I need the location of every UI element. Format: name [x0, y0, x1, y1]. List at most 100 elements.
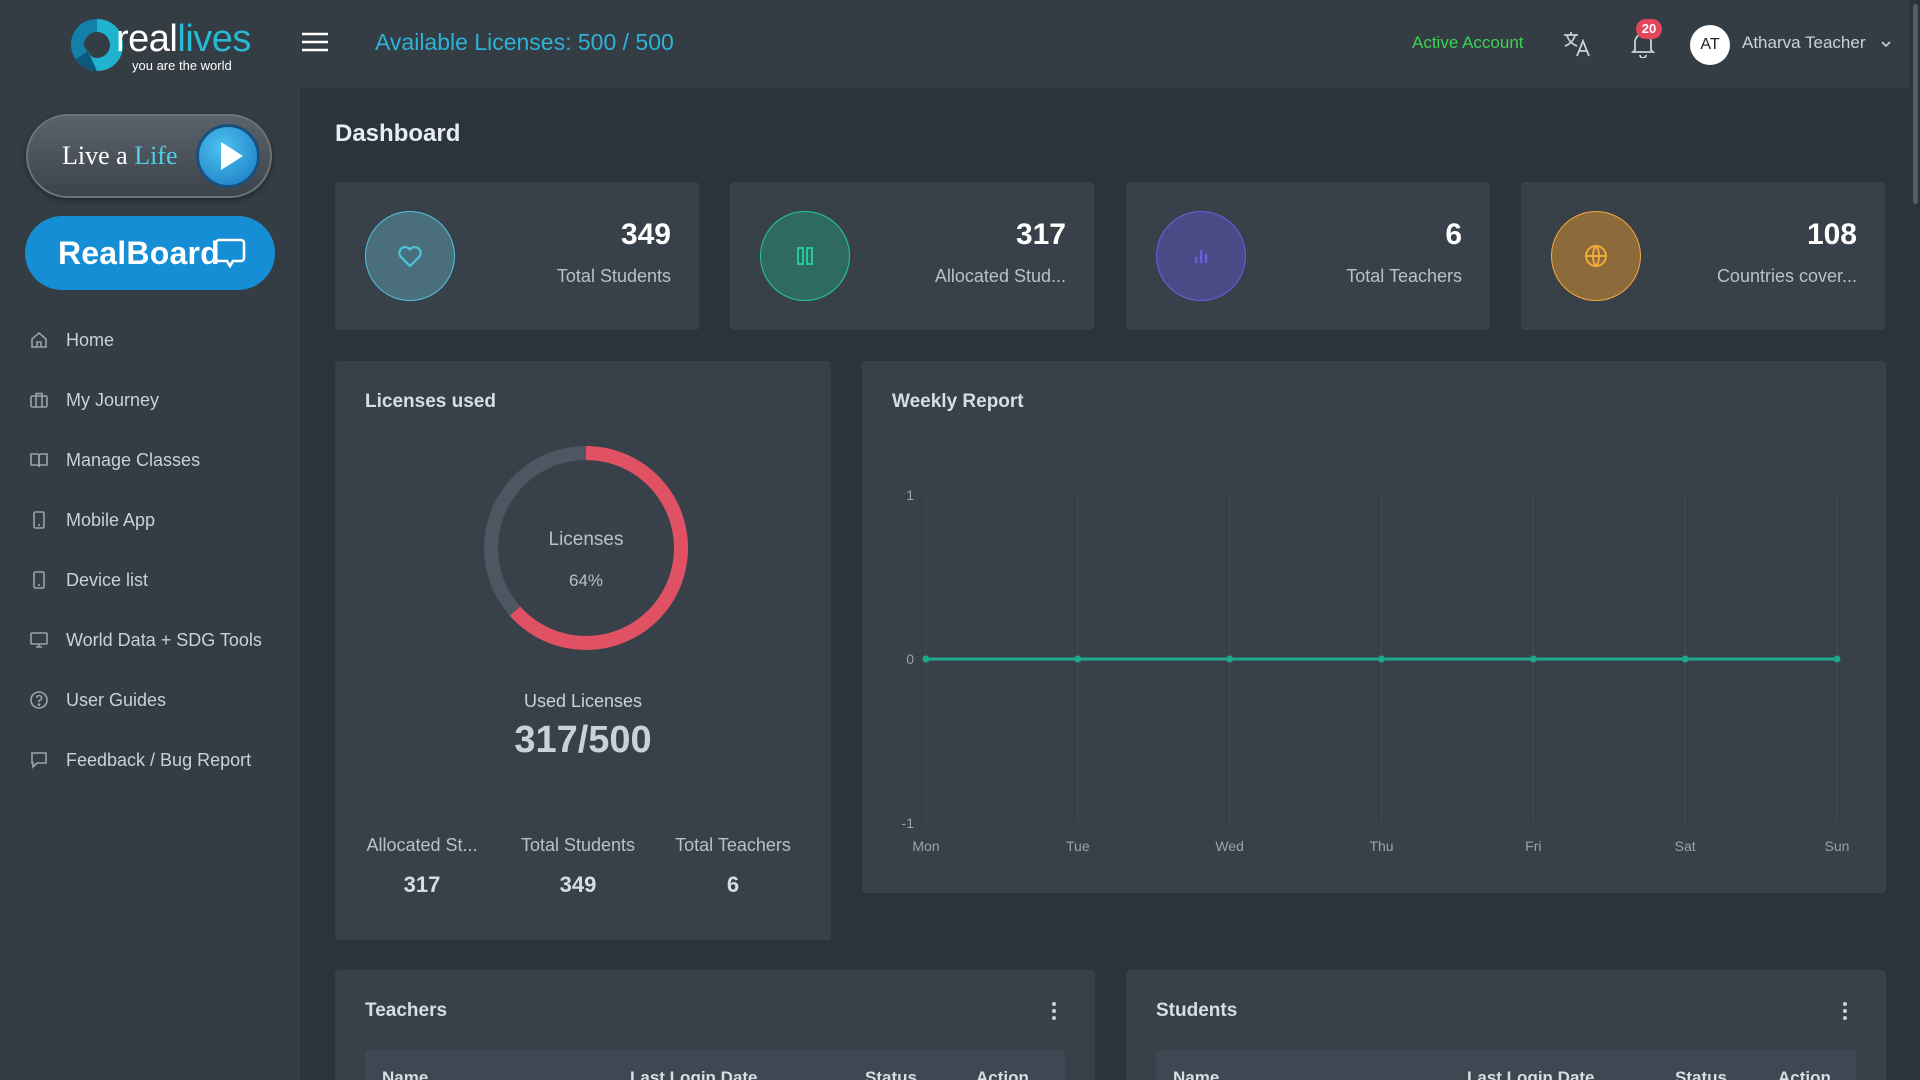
reallives-logo[interactable]: reallives you are the world: [68, 14, 251, 76]
realboard-button[interactable]: RealBoard: [25, 216, 275, 290]
license-summary-students: Total Students 349: [503, 835, 653, 898]
stat-label: Total Teachers: [1346, 266, 1462, 286]
user-name[interactable]: Atharva Teacher: [1742, 33, 1866, 52]
column-header-name[interactable]: Name: [382, 1068, 429, 1080]
weekly-report-panel: Weekly Report Mon Tue Wed Thu Fri Sat Sun 1 0 -1: [862, 361, 1886, 893]
y-tick-label: 0: [906, 651, 914, 667]
y-tick-label: -1: [902, 815, 915, 831]
chevron-down-icon[interactable]: [1880, 39, 1892, 49]
translate-icon[interactable]: [1562, 29, 1592, 59]
data-point: [922, 655, 930, 663]
x-tick-label: Tue: [1066, 838, 1090, 854]
active-account-status: Active Account: [1412, 33, 1524, 52]
column-header-action[interactable]: Action: [1778, 1068, 1831, 1080]
data-point: [1529, 655, 1537, 663]
page-scrollbar[interactable]: [1910, 0, 1920, 1080]
x-tick-label: Mon: [912, 838, 939, 854]
stat-card-total-students: 349 Total Students: [335, 182, 699, 330]
sidebar-item-home[interactable]: Home: [0, 310, 300, 370]
more-vertical-icon[interactable]: [1051, 1000, 1057, 1022]
hamburger-menu-icon[interactable]: [302, 32, 328, 52]
top-header: [300, 0, 1920, 88]
x-tick-label: Sat: [1675, 838, 1696, 854]
available-licenses: Available Licenses: 500 / 500: [375, 29, 674, 55]
sidebar-item-manage-classes[interactable]: Manage Classes: [0, 430, 300, 490]
summary-value: 6: [726, 872, 740, 897]
globe-icon: [1585, 245, 1607, 268]
x-tick-label: Sun: [1825, 838, 1850, 854]
summary-label: Total Students: [520, 835, 636, 855]
columns-icon: [797, 247, 813, 265]
sidebar-item-my-journey[interactable]: My Journey: [0, 370, 300, 430]
bar-chart-icon: [1194, 250, 1208, 263]
stat-icon-circle: [1551, 211, 1641, 301]
column-header-action[interactable]: Action: [976, 1068, 1029, 1080]
column-header-name[interactable]: Name: [1173, 1068, 1220, 1080]
briefcase-icon: [30, 392, 48, 408]
stat-value: 317: [1015, 218, 1066, 251]
stat-value: 6: [1445, 218, 1462, 251]
live-highlight: Life: [134, 141, 178, 170]
heart-icon: [398, 246, 422, 268]
x-tick-label: Thu: [1369, 838, 1393, 854]
sidebar-item-label: Home: [66, 329, 115, 350]
licenses-donut-chart: [484, 446, 688, 650]
stat-icon-circle: [1156, 211, 1246, 301]
sidebar-item-mobile-app[interactable]: Mobile App: [0, 490, 300, 550]
sidebar-item-label: Feedback / Bug Report: [66, 749, 252, 770]
logo-wordmark: reallives: [116, 18, 251, 61]
sidebar-item-label: World Data + SDG Tools: [66, 629, 262, 650]
panel-title: Licenses used: [365, 391, 496, 412]
stat-icon-circle: [365, 211, 455, 301]
sidebar-item-label: My Journey: [66, 389, 160, 410]
logo-mark-icon: [71, 19, 123, 71]
stat-card-allocated-students: 317 Allocated Stud...: [730, 182, 1094, 330]
sidebar-item-label: User Guides: [66, 689, 167, 710]
panel-title: Weekly Report: [892, 391, 1024, 412]
scrollbar-thumb[interactable]: [1913, 4, 1918, 204]
sidebar-item-world-data[interactable]: World Data + SDG Tools: [0, 610, 300, 670]
summary-label: Allocated St...: [366, 835, 478, 855]
licenses-used-panel: Licenses used Licenses 64% Used Licenses…: [335, 361, 831, 940]
y-tick-label: 1: [906, 487, 914, 503]
stat-label: Allocated Stud...: [934, 266, 1066, 286]
column-header-last-login[interactable]: Last Login Date: [630, 1068, 758, 1080]
chat-icon: [31, 752, 47, 769]
donut-used-arc: [484, 446, 688, 650]
x-tick-label: Wed: [1215, 838, 1244, 854]
license-summary-teachers: Total Teachers 6: [658, 835, 808, 898]
column-header-status[interactable]: Status: [865, 1068, 917, 1080]
board-icon: [214, 238, 246, 269]
column-header-last-login[interactable]: Last Login Date: [1467, 1068, 1595, 1080]
donut-percent: 64%: [568, 571, 604, 590]
more-vertical-icon[interactable]: [1842, 1000, 1848, 1022]
weekly-line-chart: Mon Tue Wed Thu Fri Sat Sun 1 0 -1: [902, 487, 1850, 854]
logo-prefix: real: [116, 18, 178, 60]
live-a-life-button[interactable]: Live a Life: [26, 114, 272, 198]
students-table-header: Name Last Login Date Status Action: [1156, 1050, 1856, 1080]
panel-title: Students: [1156, 1000, 1238, 1021]
students-panel: Students Name Last Login Date Status Act…: [1126, 970, 1886, 1080]
stat-value: 108: [1806, 218, 1857, 251]
sidebar-item-device-list[interactable]: Device list: [0, 550, 300, 610]
live-a-life-label: Live a Life: [62, 141, 178, 171]
x-tick-label: Fri: [1525, 838, 1541, 854]
license-summary-allocated: Allocated St... 317: [347, 835, 497, 898]
sidebar-nav: Home My Journey Manage Classes Mobile Ap…: [0, 310, 300, 790]
panel-title: Teachers: [365, 1000, 448, 1021]
play-icon: [196, 124, 260, 188]
data-point: [1833, 655, 1841, 663]
avatar[interactable]: AT: [1690, 25, 1730, 65]
used-licenses-value: 317/500: [514, 719, 652, 761]
sidebar-item-feedback[interactable]: Feedback / Bug Report: [0, 730, 300, 790]
device-icon: [33, 571, 45, 589]
sidebar-item-label: Mobile App: [66, 509, 156, 530]
teachers-panel: Teachers Name Last Login Date Status Act…: [335, 970, 1095, 1080]
stat-value: 349: [620, 218, 671, 251]
sidebar-item-user-guides[interactable]: User Guides: [0, 670, 300, 730]
book-icon: [30, 453, 48, 468]
data-point: [1681, 655, 1689, 663]
column-header-status[interactable]: Status: [1675, 1068, 1727, 1080]
sidebar: reallives you are the world Live a Life …: [0, 0, 300, 1080]
summary-value: 317: [403, 872, 441, 897]
